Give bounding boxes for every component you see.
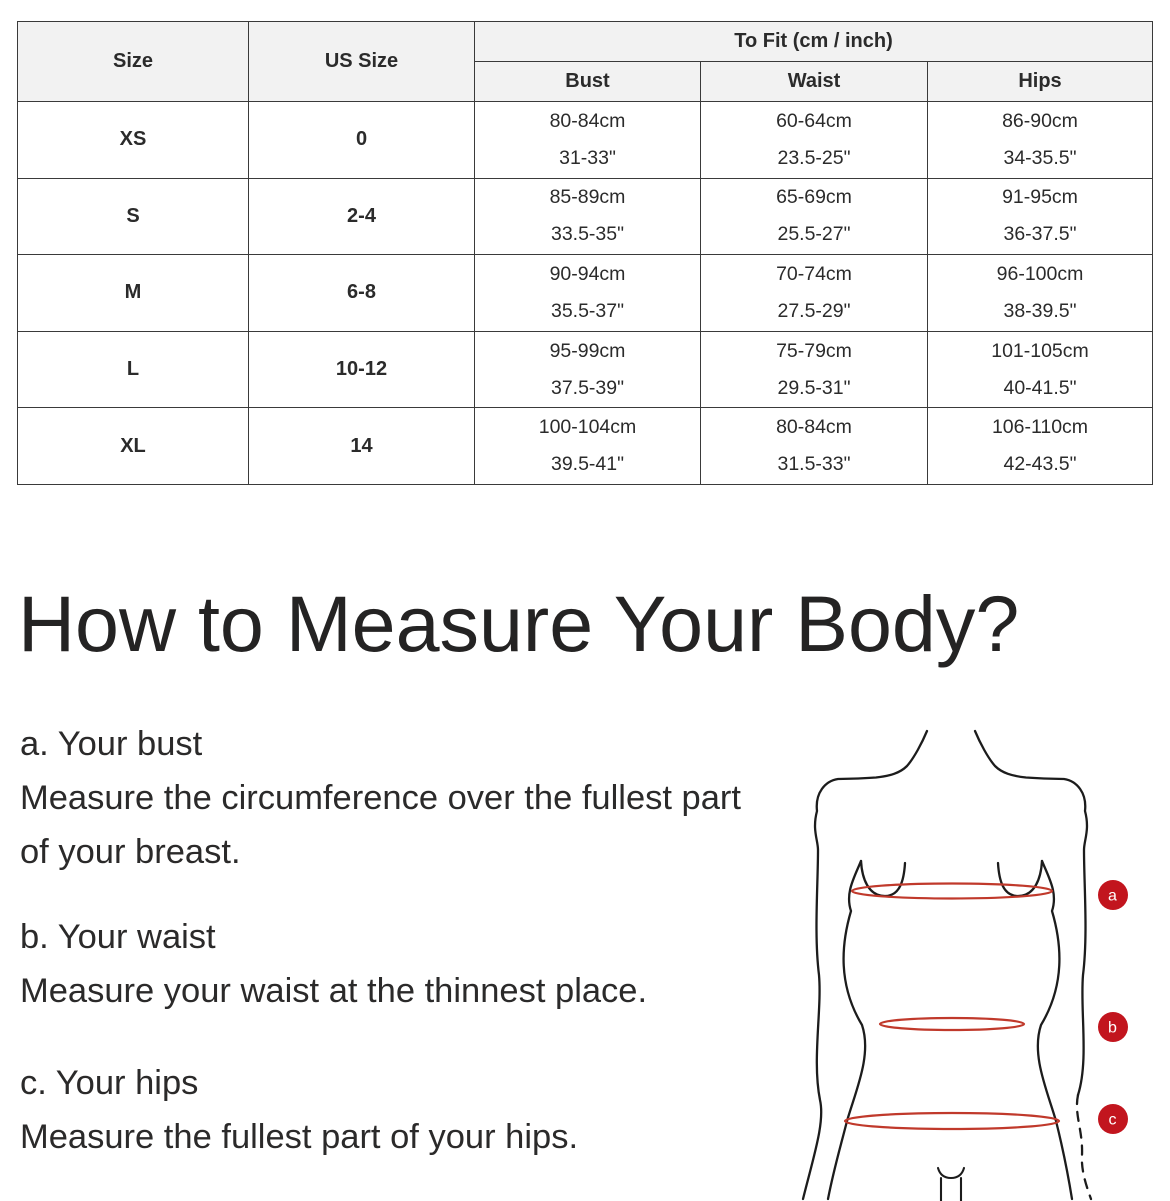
svg-text:c: c <box>1109 1112 1117 1129</box>
svg-text:a: a <box>1108 888 1117 905</box>
svg-text:b: b <box>1108 1020 1117 1037</box>
